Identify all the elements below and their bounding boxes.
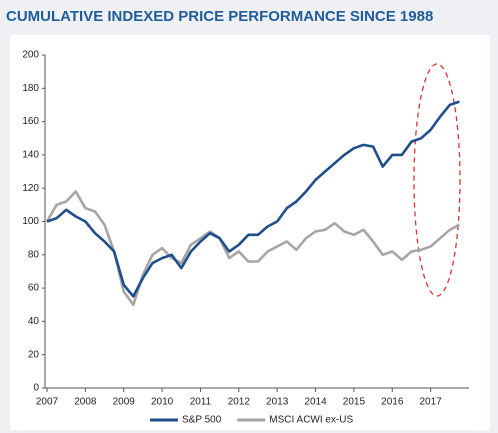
y-tick-label: 100 (22, 216, 39, 227)
x-tick-label: 2009 (113, 397, 136, 408)
y-tick-label: 180 (22, 83, 39, 94)
x-tick-label: 2014 (304, 397, 327, 408)
x-tick-label: 2012 (228, 397, 251, 408)
y-tick-label: 60 (28, 283, 40, 294)
y-tick-label: 0 (33, 383, 39, 394)
x-tick-label: 2008 (74, 397, 97, 408)
x-tick-label: 2016 (381, 397, 404, 408)
x-tick-label: 2015 (343, 397, 366, 408)
series-line (46, 100, 460, 298)
x-tick-label: 2007 (36, 397, 59, 408)
y-tick-label: 40 (28, 316, 40, 327)
y-tick-label: 20 (28, 349, 40, 360)
y-tick-label: 80 (28, 249, 40, 260)
legend-label: MSCI ACWI ex-US (269, 415, 353, 426)
y-tick-label: 200 (22, 50, 39, 61)
legend-label: S&P 500 (182, 415, 222, 426)
y-tick-label: 160 (22, 116, 39, 127)
x-tick-label: 2017 (420, 397, 443, 408)
x-tick-label: 2011 (190, 397, 212, 408)
chart-title: CUMULATIVE INDEXED PRICE PERFORMANCE SIN… (6, 8, 433, 25)
x-tick-label: 2010 (151, 397, 174, 408)
highlight-ellipse (413, 63, 461, 297)
plot-panel (10, 35, 490, 430)
x-tick-label: 2013 (266, 397, 289, 408)
y-tick-label: 120 (22, 183, 39, 194)
y-tick-label: 140 (22, 150, 39, 161)
